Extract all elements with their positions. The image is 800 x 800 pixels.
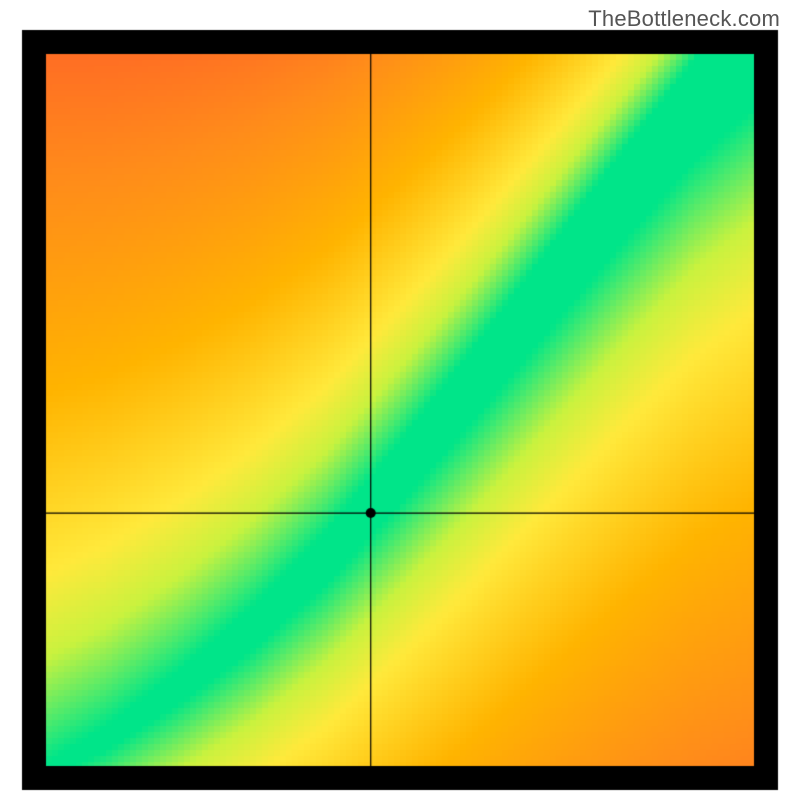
root: TheBottleneck.com: [0, 0, 800, 800]
bottleneck-heatmap: [0, 0, 800, 800]
watermark-text: TheBottleneck.com: [588, 6, 780, 32]
